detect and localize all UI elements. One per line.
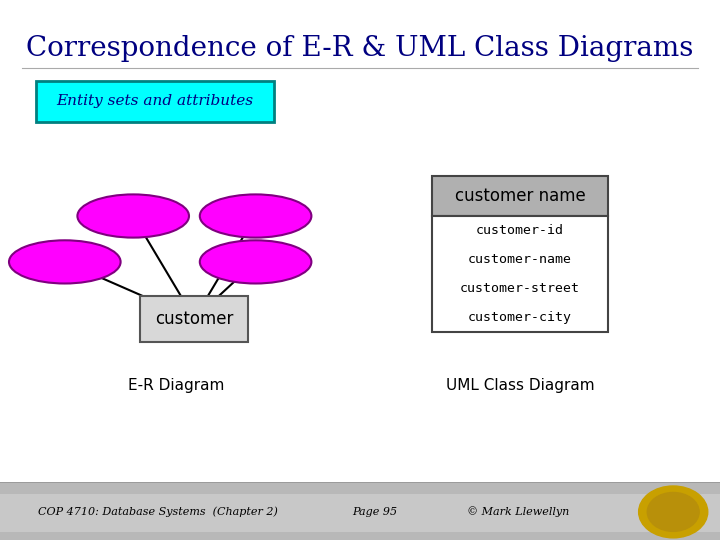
FancyBboxPatch shape bbox=[36, 81, 274, 122]
Text: customer-id: customer-id bbox=[30, 255, 100, 268]
FancyBboxPatch shape bbox=[0, 494, 720, 532]
Text: Page 95: Page 95 bbox=[352, 507, 397, 517]
FancyBboxPatch shape bbox=[140, 296, 248, 342]
Text: customer-street: customer-street bbox=[460, 282, 580, 295]
Text: customer: customer bbox=[156, 309, 233, 328]
Text: customer name: customer name bbox=[455, 187, 585, 205]
Ellipse shape bbox=[199, 194, 311, 238]
Text: UML Class Diagram: UML Class Diagram bbox=[446, 378, 595, 393]
Circle shape bbox=[639, 486, 708, 538]
FancyBboxPatch shape bbox=[0, 483, 720, 540]
FancyBboxPatch shape bbox=[432, 176, 608, 216]
Circle shape bbox=[647, 492, 699, 531]
Ellipse shape bbox=[199, 240, 311, 284]
Text: customer-street: customer-street bbox=[209, 210, 302, 222]
FancyBboxPatch shape bbox=[432, 216, 608, 332]
Ellipse shape bbox=[9, 240, 121, 284]
Ellipse shape bbox=[78, 194, 189, 238]
Text: customer-name: customer-name bbox=[468, 253, 572, 266]
Text: customer-city: customer-city bbox=[215, 255, 296, 268]
Text: E-R Diagram: E-R Diagram bbox=[128, 378, 225, 393]
Text: Correspondence of E-R & UML Class Diagrams: Correspondence of E-R & UML Class Diagra… bbox=[27, 35, 693, 62]
Text: © Mark Llewellyn: © Mark Llewellyn bbox=[467, 507, 570, 517]
Text: customer-name: customer-name bbox=[87, 210, 179, 222]
Text: Entity sets and attributes: Entity sets and attributes bbox=[56, 94, 253, 108]
Text: COP 4710: Database Systems  (Chapter 2): COP 4710: Database Systems (Chapter 2) bbox=[38, 507, 279, 517]
Text: customer-id: customer-id bbox=[476, 224, 564, 237]
Text: customer-city: customer-city bbox=[468, 311, 572, 324]
